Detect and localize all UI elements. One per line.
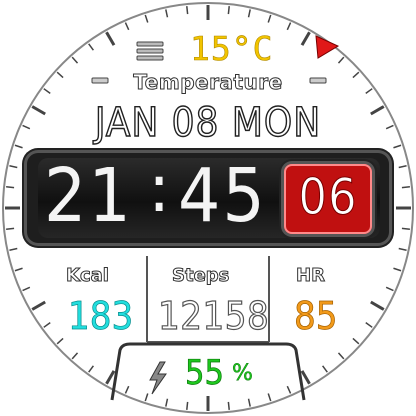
dial-tick xyxy=(385,124,394,130)
dial-tick xyxy=(365,322,373,328)
heart-rate-label: HR xyxy=(296,265,326,287)
dial-tick xyxy=(393,144,402,149)
dial-tick xyxy=(352,337,360,345)
dial-tick xyxy=(227,6,230,15)
dial-tick xyxy=(105,31,116,46)
dial-tick xyxy=(71,352,79,360)
dial-tick xyxy=(9,247,18,251)
dial-tick xyxy=(227,401,230,410)
dial-tick xyxy=(398,165,407,169)
lightning-bolt-icon xyxy=(149,361,167,395)
dial-tick xyxy=(370,300,385,311)
dial-tick xyxy=(186,401,189,410)
dial-tick xyxy=(31,300,46,311)
steps-value: 12158 xyxy=(157,293,270,338)
red-triangle-icon xyxy=(315,35,340,59)
dial-tick xyxy=(300,31,311,46)
dial-tick xyxy=(43,322,51,328)
dial-tick xyxy=(71,56,79,64)
dial-tick xyxy=(56,71,64,79)
dial-tick xyxy=(401,227,410,230)
steps-frame xyxy=(146,256,270,343)
dial-tick xyxy=(401,186,410,189)
dial-tick xyxy=(88,43,94,51)
dial-tick xyxy=(105,370,116,385)
temperature-label: Temperature xyxy=(133,70,283,95)
heart-rate-value: 85 xyxy=(294,294,338,339)
dial-tick xyxy=(393,267,402,272)
temp-label-bar-right xyxy=(309,77,327,84)
dial-tick xyxy=(267,14,272,23)
weather-temperature: 15°C xyxy=(190,29,274,69)
dial-tick xyxy=(144,393,149,402)
seconds-box xyxy=(284,164,372,234)
date-display: JAN 08 MON xyxy=(94,99,322,146)
dial-tick xyxy=(22,124,31,130)
dial-tick xyxy=(144,14,149,23)
dial-tick xyxy=(88,365,94,373)
temp-label-bar-left xyxy=(91,77,109,84)
dial-tick xyxy=(337,352,345,360)
dial-tick xyxy=(286,22,292,31)
clock-minutes: 45 xyxy=(178,153,267,239)
dial-tick xyxy=(300,370,311,385)
clock-seconds: 06 xyxy=(298,168,358,227)
dial-tick xyxy=(322,365,328,373)
dial-tick xyxy=(165,9,169,18)
dial-tick xyxy=(56,337,64,345)
dial-tick xyxy=(43,88,51,94)
dial-tick xyxy=(6,227,15,230)
dial-tick xyxy=(286,385,292,394)
dial-tick-marks xyxy=(5,5,411,411)
dial-tick xyxy=(352,71,360,79)
dial-tick xyxy=(370,105,385,116)
dial-tick xyxy=(124,22,130,31)
dial-tick xyxy=(186,6,189,15)
fog-icon xyxy=(136,41,164,61)
kcal-value: 183 xyxy=(68,294,134,339)
battery-cradle xyxy=(110,342,306,401)
dial-tick xyxy=(22,286,31,292)
dial-tick xyxy=(337,56,345,64)
dial-tick xyxy=(267,393,272,402)
dial-tick xyxy=(14,267,23,272)
battery-value: 55 xyxy=(185,353,225,394)
battery-unit: % xyxy=(232,361,253,387)
dial-tick xyxy=(14,144,23,149)
dial-tick xyxy=(365,88,373,94)
dial-tick xyxy=(9,165,18,169)
clock-separator: : xyxy=(148,150,171,227)
dial-tick xyxy=(247,9,251,18)
dial-tick xyxy=(165,398,169,407)
dial-tick xyxy=(247,398,251,407)
steps-label: Steps xyxy=(171,265,230,287)
dial-tick xyxy=(398,247,407,251)
dial-tick xyxy=(31,105,46,116)
dial-tick xyxy=(6,186,15,189)
dial-tick xyxy=(385,286,394,292)
kcal-label: Kcal xyxy=(66,265,110,287)
clock-hours: 21 xyxy=(44,153,133,239)
dial-tick xyxy=(124,385,130,394)
